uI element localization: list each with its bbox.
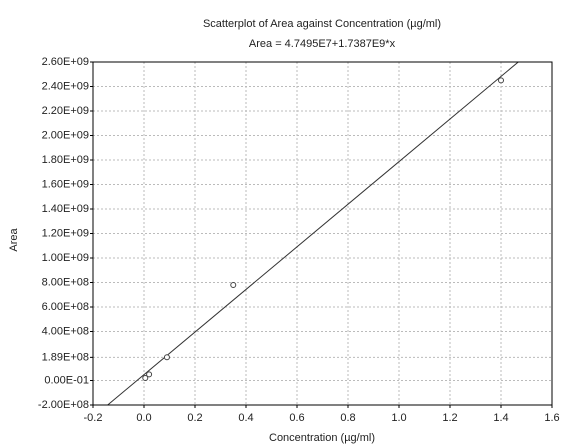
y-tick-label: 2.00E+09 [42, 129, 89, 141]
x-tick-label: -0.2 [84, 412, 103, 424]
y-tick-label: 1.20E+09 [42, 227, 89, 239]
x-tick-label: 0.8 [340, 412, 355, 424]
y-tick-label: 1.80E+09 [42, 154, 89, 166]
plot-marks [106, 62, 520, 405]
x-tick-label: 0.4 [238, 412, 253, 424]
x-tick-label: 0.0 [136, 412, 151, 424]
grid [92, 61, 553, 406]
y-tick-label: 1.00E+09 [42, 252, 89, 264]
y-tick-label: 6.00E+08 [42, 301, 89, 313]
data-point [230, 281, 237, 288]
y-axis-label: Area [8, 228, 20, 252]
x-tick-label: 1.4 [493, 412, 508, 424]
y-tick-label: -2.00E+08 [38, 399, 89, 411]
x-axis-label: Concentration (µg/ml) [269, 432, 375, 444]
data-point [146, 371, 153, 378]
x-tick-label: 0.6 [289, 412, 304, 424]
y-tick-label: 4.00E+08 [42, 325, 89, 337]
y-tick-label: 2.20E+09 [42, 105, 89, 117]
chart-subtitle: Area = 4.7495E7+1.7387E9*x [249, 38, 396, 50]
x-tick-label: 0.2 [187, 412, 202, 424]
x-tick-label: 1.2 [442, 412, 457, 424]
x-tick-label: 1.0 [391, 412, 406, 424]
y-tick-label: 0.00E-01 [44, 374, 89, 386]
y-tick-label: 2.60E+09 [42, 56, 89, 68]
chart-title: Scatterplot of Area against Concentratio… [203, 18, 441, 30]
trend-line [106, 62, 520, 405]
y-tick-label: 8.00E+08 [42, 276, 89, 288]
y-tick-label: 1.60E+09 [42, 178, 89, 190]
y-tick-label: 1.89E+08 [42, 351, 89, 363]
x-tick-label: 1.6 [544, 412, 559, 424]
data-point [498, 77, 504, 84]
y-tick-label: 2.40E+09 [42, 80, 89, 92]
y-tick-label: 1.40E+09 [42, 203, 89, 215]
data-point [163, 354, 170, 361]
data-point [142, 375, 149, 382]
